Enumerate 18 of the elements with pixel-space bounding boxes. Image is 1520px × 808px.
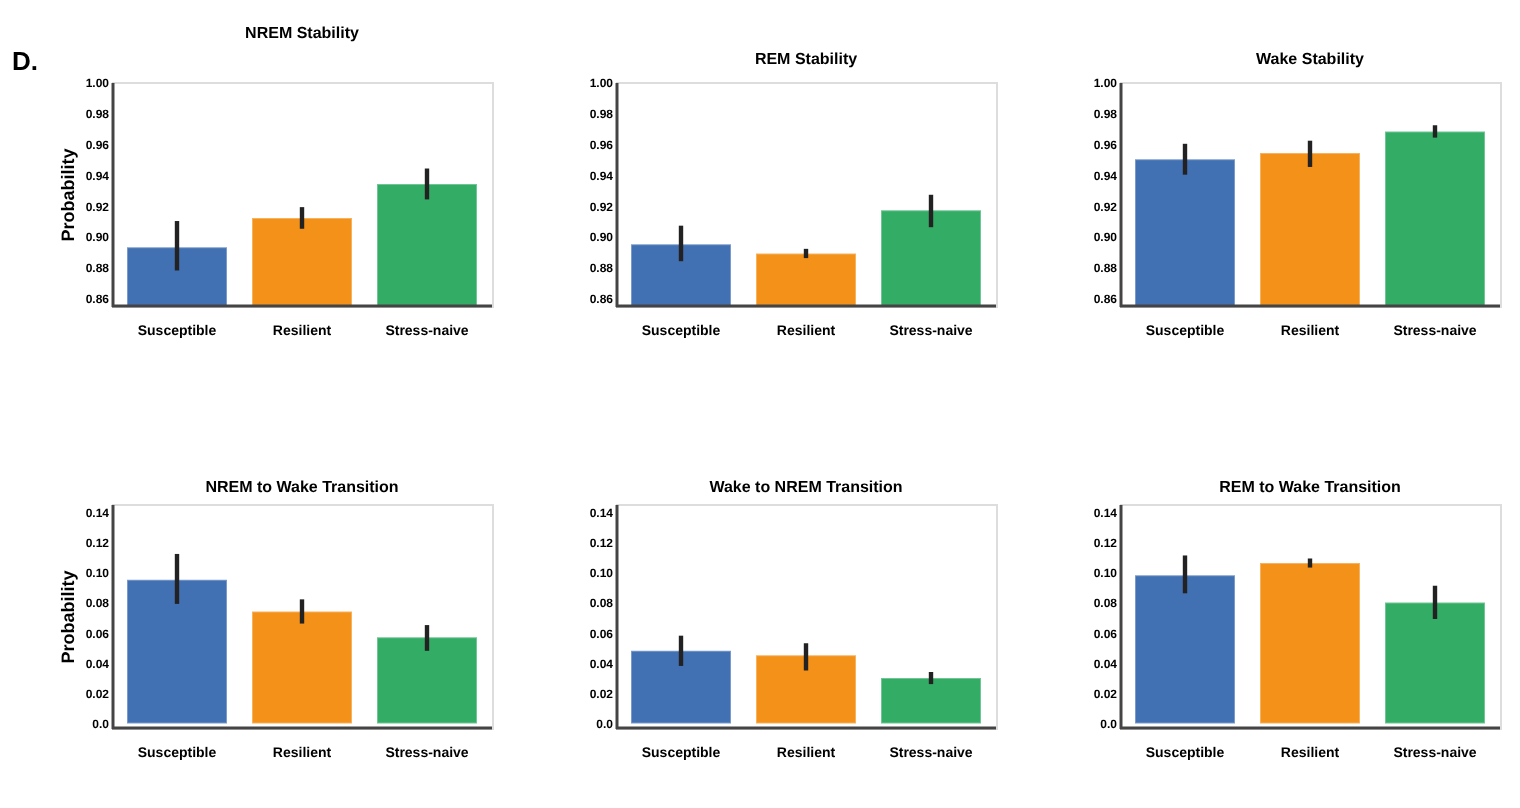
chart-title: REM to Wake Transition bbox=[1219, 478, 1402, 496]
bar bbox=[1259, 562, 1361, 725]
chart-title: NREM Stability bbox=[245, 24, 360, 42]
chart-title: Wake to NREM Transition bbox=[709, 478, 903, 496]
chart-title: NREM to Wake Transition bbox=[205, 478, 399, 496]
bar bbox=[1134, 574, 1236, 725]
chart-title: Wake Stability bbox=[1256, 50, 1366, 68]
bar bbox=[251, 610, 353, 725]
y-axis-title: Probability bbox=[57, 570, 78, 664]
bar bbox=[376, 636, 478, 725]
chart-title: REM Stability bbox=[754, 50, 859, 68]
bar bbox=[880, 677, 982, 725]
bar bbox=[1384, 601, 1486, 725]
bar bbox=[126, 578, 228, 725]
text: D. bbox=[12, 46, 38, 76]
y-axis-title: Probability bbox=[57, 148, 78, 242]
bar bbox=[755, 654, 857, 725]
bar bbox=[630, 649, 732, 725]
